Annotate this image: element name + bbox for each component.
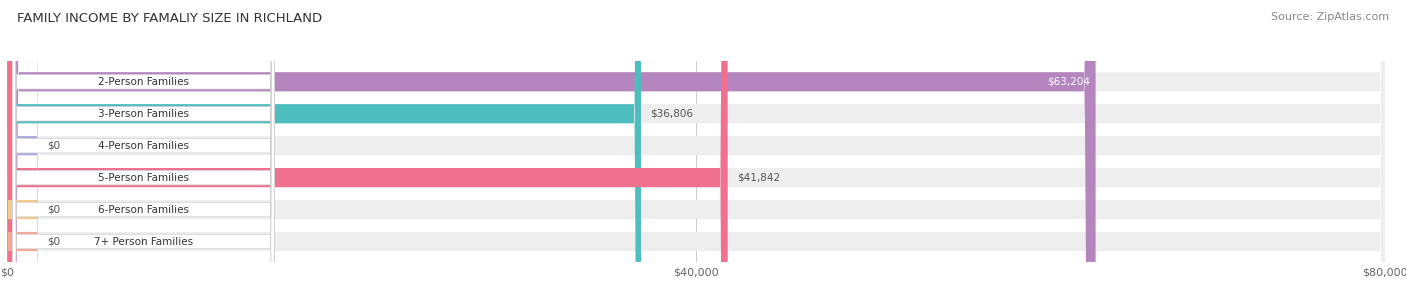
Text: $36,806: $36,806: [651, 109, 693, 119]
FancyBboxPatch shape: [7, 0, 1385, 305]
Text: $0: $0: [46, 237, 60, 246]
Text: 4-Person Families: 4-Person Families: [98, 141, 188, 151]
Text: 7+ Person Families: 7+ Person Families: [94, 237, 193, 246]
Text: $0: $0: [46, 205, 60, 215]
FancyBboxPatch shape: [7, 0, 38, 305]
Text: FAMILY INCOME BY FAMALIY SIZE IN RICHLAND: FAMILY INCOME BY FAMALIY SIZE IN RICHLAN…: [17, 12, 322, 25]
Text: $63,204: $63,204: [1047, 77, 1090, 87]
Text: 2-Person Families: 2-Person Families: [98, 77, 188, 87]
Text: Source: ZipAtlas.com: Source: ZipAtlas.com: [1271, 12, 1389, 22]
FancyBboxPatch shape: [13, 0, 274, 305]
FancyBboxPatch shape: [13, 0, 274, 305]
FancyBboxPatch shape: [7, 0, 38, 305]
FancyBboxPatch shape: [7, 0, 1385, 305]
FancyBboxPatch shape: [7, 0, 641, 305]
FancyBboxPatch shape: [13, 0, 274, 305]
FancyBboxPatch shape: [7, 0, 728, 305]
FancyBboxPatch shape: [7, 0, 1095, 305]
Text: $41,842: $41,842: [737, 173, 780, 183]
Text: 3-Person Families: 3-Person Families: [98, 109, 188, 119]
FancyBboxPatch shape: [13, 0, 274, 305]
FancyBboxPatch shape: [13, 0, 274, 305]
FancyBboxPatch shape: [7, 0, 1385, 305]
Text: 5-Person Families: 5-Person Families: [98, 173, 188, 183]
Text: $0: $0: [46, 141, 60, 151]
FancyBboxPatch shape: [7, 0, 1385, 305]
FancyBboxPatch shape: [7, 0, 38, 305]
FancyBboxPatch shape: [13, 0, 274, 305]
FancyBboxPatch shape: [7, 0, 1385, 305]
FancyBboxPatch shape: [7, 0, 1385, 305]
Text: 6-Person Families: 6-Person Families: [98, 205, 188, 215]
